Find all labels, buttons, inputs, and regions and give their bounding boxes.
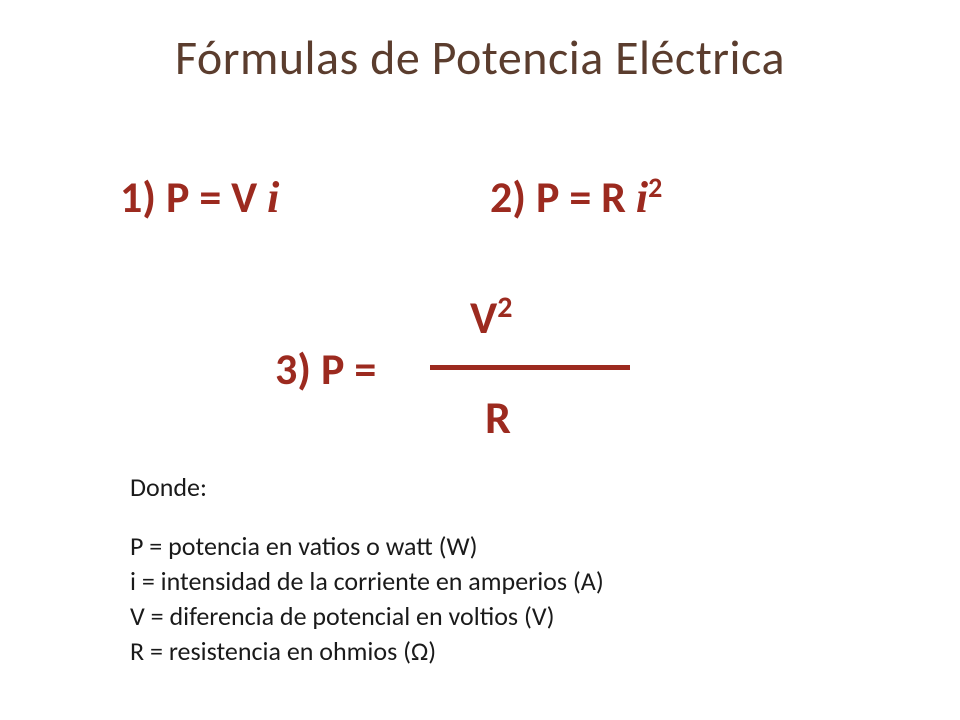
formula-3-numerator: V2 bbox=[470, 290, 512, 346]
slide-title: Fórmulas de Potencia Eléctrica bbox=[0, 28, 960, 87]
formula-2-prefix: 2) P = R bbox=[490, 170, 636, 224]
formula-3-label: 3) P = bbox=[275, 342, 376, 396]
formula-3-num-exp: 2 bbox=[497, 289, 512, 326]
formula-1: 1) P = V i bbox=[120, 170, 279, 224]
legend-header: Donde: bbox=[130, 470, 830, 505]
formula-2-exp: 2 bbox=[648, 170, 662, 205]
formula-3-denominator: R bbox=[485, 390, 511, 446]
formula-2-i: i bbox=[636, 173, 648, 222]
legend: Donde: P = potencia en vatios o watt (W)… bbox=[130, 470, 830, 669]
legend-line: P = potencia en vatios o watt (W) bbox=[130, 529, 830, 564]
formula-3-num-base: V bbox=[470, 290, 497, 346]
legend-line: V = diferencia de potencial en voltios (… bbox=[130, 599, 830, 634]
formula-1-i: i bbox=[267, 173, 279, 222]
fraction-bar bbox=[430, 365, 630, 370]
slide: Fórmulas de Potencia Eléctrica 1) P = V … bbox=[0, 0, 960, 720]
legend-line: i = intensidad de la corriente en amperi… bbox=[130, 564, 830, 599]
formula-2: 2) P = R i2 bbox=[490, 170, 662, 224]
formula-1-prefix: 1) P = V bbox=[120, 170, 267, 224]
legend-line: R = resistencia en ohmios (Ω) bbox=[130, 634, 830, 669]
